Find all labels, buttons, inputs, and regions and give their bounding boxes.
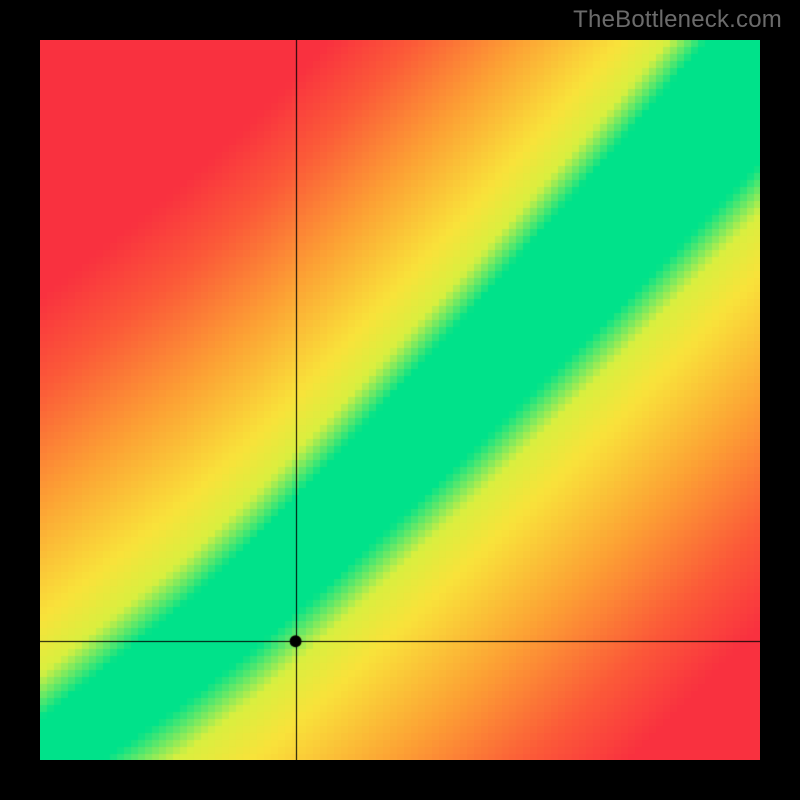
watermark-text: TheBottleneck.com (573, 6, 782, 34)
heatmap-canvas (40, 40, 760, 760)
heatmap-plot (40, 40, 760, 760)
